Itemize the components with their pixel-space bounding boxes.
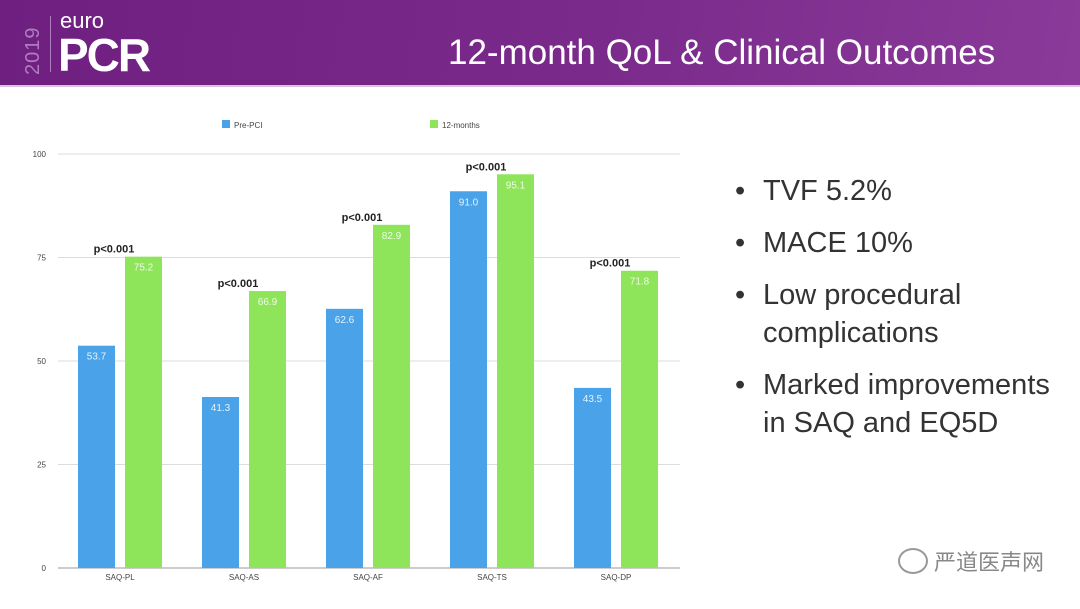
legend-label: 12-months	[442, 121, 480, 130]
logo-divider	[50, 16, 51, 72]
bar	[202, 397, 239, 568]
slide-title: 12-month QoL & Clinical Outcomes	[448, 33, 996, 72]
bar	[621, 270, 658, 568]
x-tick-label: SAQ-PL	[105, 573, 135, 582]
bar-value-label: 43.5	[583, 394, 603, 405]
x-tick-label: SAQ-AS	[229, 573, 259, 582]
bar	[497, 174, 534, 568]
bar	[373, 224, 410, 568]
bar	[125, 256, 162, 568]
bar	[574, 387, 611, 568]
y-tick-label: 100	[33, 150, 47, 159]
p-value-annotation: p<0.001	[590, 258, 631, 270]
x-tick-label: SAQ-DP	[601, 573, 632, 582]
bullet-list: TVF 5.2% MACE 10% Low procedural complic…	[735, 172, 1055, 456]
x-tick-label: SAQ-AF	[353, 573, 383, 582]
p-value-annotation: p<0.001	[218, 278, 259, 290]
bar-value-label: 66.9	[258, 297, 278, 308]
logo-pcr: PCR	[58, 29, 151, 81]
p-value-annotation: p<0.001	[94, 244, 135, 256]
x-tick-label: SAQ-TS	[477, 573, 507, 582]
logo-euro: euro	[60, 8, 105, 33]
bar-value-label: 71.8	[630, 277, 650, 288]
bar	[78, 345, 115, 568]
bar	[450, 191, 487, 568]
bullet-item: TVF 5.2%	[735, 172, 1055, 210]
slide-header: 2019 euro PCR 12-month QoL & Clinical Ou…	[0, 0, 1080, 87]
y-tick-label: 50	[37, 357, 46, 366]
bullet-item: MACE 10%	[735, 224, 1055, 262]
p-value-annotation: p<0.001	[466, 161, 507, 173]
bar-chart: 0 25 50 75 100 Pre-PCI 12-months SAQ-PL 53.7 75.2…	[33, 120, 680, 582]
legend-label: Pre-PCI	[234, 121, 262, 130]
watermark-text: 严道医声网	[933, 550, 1044, 575]
bar	[249, 291, 286, 568]
bar-value-label: 41.3	[211, 403, 231, 414]
y-tick-label: 75	[37, 254, 46, 263]
p-value-annotation: p<0.001	[342, 212, 383, 224]
bar	[326, 308, 363, 568]
bar-value-label: 62.6	[335, 315, 355, 326]
legend-swatch	[222, 120, 230, 128]
y-tick-label: 0	[42, 564, 47, 573]
bar-value-label: 53.7	[87, 352, 107, 363]
bar-value-label: 91.0	[459, 197, 479, 208]
bullet-item: Low procedural complications	[735, 276, 1055, 352]
bar-value-label: 82.9	[382, 231, 402, 242]
bar-value-label: 75.2	[134, 263, 154, 274]
wechat-icon	[897, 548, 928, 574]
legend-swatch	[430, 120, 438, 128]
bullet-item: Marked improvements in SAQ and EQ5D	[735, 366, 1055, 442]
bar-value-label: 95.1	[506, 180, 526, 191]
watermark: 严道医声网	[897, 545, 1044, 577]
y-tick-label: 25	[37, 461, 46, 470]
